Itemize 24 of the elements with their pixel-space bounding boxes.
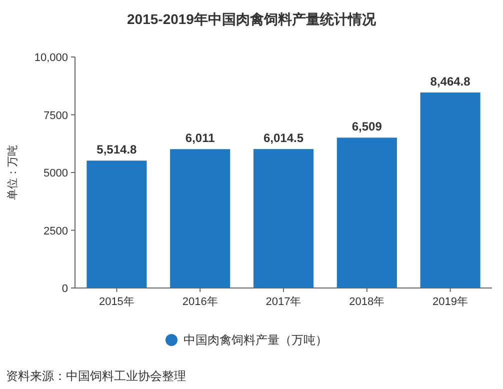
chart-title: 2015-2019年中国肉禽饲料产量统计情况 [127,11,377,27]
x-tick-label: 2016年 [182,296,218,308]
y-tick-label: 0 [62,283,68,295]
x-tick-label: 2018年 [349,296,385,308]
data-label: 6,014.5 [263,131,304,146]
x-tick-label: 2015年 [98,296,134,308]
bar [253,149,314,288]
data-label: 6,011 [185,131,216,146]
text: 资料来源：中国饲料工业协会整理 [6,369,186,383]
bar [336,138,397,288]
legend-label: 中国肉禽饲料产量（万吨） [184,333,328,347]
bar [420,92,480,288]
x-tick-label: 2017年 [266,296,302,308]
data-label: 8,464.8 [430,74,471,88]
bar [86,160,147,288]
y-tick-label: 5000 [44,168,68,180]
data-label: 6,509 [352,120,382,134]
x-tick-label: 2019年 [432,296,468,308]
y-tick-label: 7500 [44,110,68,122]
y-tick-label: 2500 [44,225,68,238]
y-axis-title: 单位：万吨 [6,145,19,200]
y-tick-label: 10,000 [34,52,68,64]
data-label: 5,514.8 [96,142,138,157]
bar [170,149,230,288]
